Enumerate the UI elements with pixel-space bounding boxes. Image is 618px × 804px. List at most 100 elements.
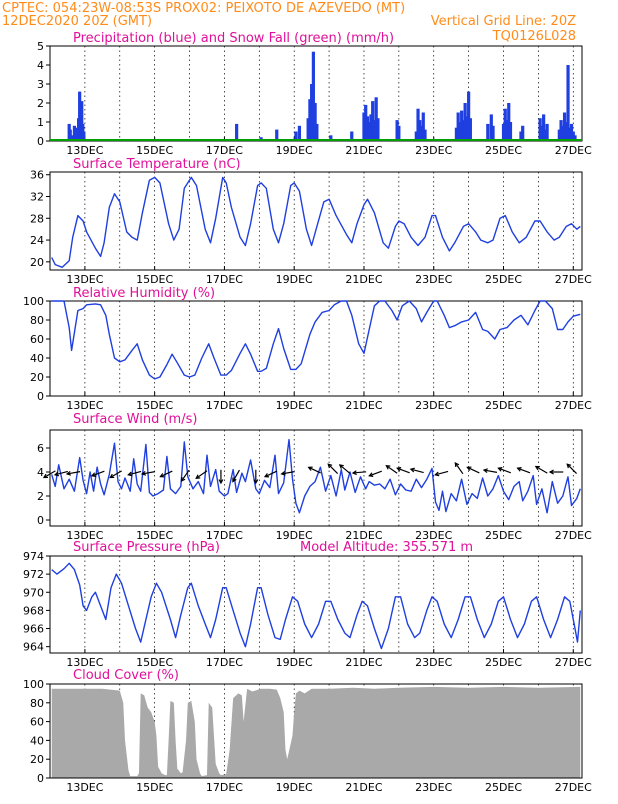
precip-bar bbox=[306, 118, 310, 141]
wind-arrow-shaft bbox=[128, 470, 142, 476]
precip-bar bbox=[465, 116, 469, 141]
wind-arrow-head bbox=[280, 470, 286, 476]
precip-bar bbox=[313, 103, 317, 141]
wind-title: Surface Wind (m/s) bbox=[73, 412, 197, 427]
pressure-xtick-label: 13DEC bbox=[66, 656, 103, 669]
rh-xtick-label: 27DEC bbox=[555, 399, 592, 412]
pressure-ytick-label: 968 bbox=[23, 604, 44, 617]
wind-arrow bbox=[53, 470, 68, 477]
cloud-xtick-label: 21DEC bbox=[345, 781, 382, 794]
wind-line bbox=[51, 438, 581, 514]
panel-temp: 20 24 28 32 36 13DEC 15DEC 17DEC 19DEC 21DEC 23DEC… bbox=[30, 157, 592, 286]
wind-arrow-shaft bbox=[410, 468, 424, 474]
wind-arrow-shaft bbox=[141, 471, 156, 475]
cloud-frame-top bbox=[49, 683, 583, 779]
precip-bar bbox=[463, 103, 467, 141]
wind-ytick-label: 0 bbox=[37, 514, 44, 527]
wind-arrow bbox=[434, 470, 449, 477]
pressure-title: Surface Pressure (hPa) bbox=[73, 540, 220, 555]
panel-wind: 0 2 4 6 13DEC 15DEC 17DEC 19DEC 21DEC 23DEC 25DEC 2… bbox=[37, 412, 592, 542]
pressure-ytick-label: 970 bbox=[23, 586, 44, 599]
wind-arrow-head bbox=[307, 466, 313, 471]
precip-bar bbox=[423, 129, 427, 141]
precip-bar bbox=[414, 131, 418, 141]
wind-ytick-label: 6 bbox=[37, 442, 44, 455]
wind-xtick-label: 19DEC bbox=[276, 529, 313, 542]
pressure-frame bbox=[49, 555, 583, 654]
pressure-xtick-label: 15DEC bbox=[136, 656, 173, 669]
wind-arrow-shaft bbox=[264, 470, 278, 478]
header-location: CPTEC: 054:23W-08:53S PROX02: PEIXOTO DE… bbox=[2, 1, 405, 16]
precip-bar bbox=[501, 123, 506, 141]
precip-bar bbox=[564, 122, 568, 141]
precip-bar bbox=[418, 120, 422, 141]
wind-arrow-shaft bbox=[454, 462, 464, 475]
wind-arrow-head bbox=[454, 461, 460, 468]
header: CPTEC: 054:23W-08:53S PROX02: PEIXOTO DE… bbox=[2, 1, 576, 44]
pressure-ytick-label: 974 bbox=[23, 550, 44, 563]
wind-arrow-head bbox=[368, 472, 374, 477]
rh-title: Relative Humidity (%) bbox=[73, 286, 215, 301]
rh-xtick-label: 15DEC bbox=[136, 399, 173, 412]
wind-arrow-head bbox=[218, 479, 224, 485]
wind-arrow bbox=[127, 470, 142, 477]
wind-xtick-label: 15DEC bbox=[136, 529, 173, 542]
precip-bar bbox=[275, 129, 279, 141]
precip-bar bbox=[562, 112, 567, 141]
temp-ytick-label: 24 bbox=[30, 234, 44, 247]
wind-arrow bbox=[327, 463, 339, 474]
cloud-ytick-label: 80 bbox=[30, 697, 44, 710]
rh-frame bbox=[49, 300, 583, 397]
temp-xtick-label: 17DEC bbox=[206, 273, 243, 286]
wind-arrow-shaft bbox=[386, 465, 398, 474]
cloud-ytick-label: 60 bbox=[30, 716, 44, 729]
temp-title: Surface Temperature (nC) bbox=[73, 157, 241, 172]
wind-arrow-shaft bbox=[397, 467, 410, 474]
wind-arrow bbox=[65, 470, 81, 476]
wind-arrow bbox=[534, 465, 548, 474]
precip-bar bbox=[374, 97, 378, 141]
pressure-line bbox=[51, 562, 581, 650]
precip-ytick-label: 2 bbox=[37, 97, 44, 110]
precip-bar bbox=[569, 123, 574, 141]
wind-arrow-shaft bbox=[327, 463, 339, 474]
wind-arrow bbox=[497, 467, 512, 474]
precip-bar bbox=[329, 135, 333, 141]
wind-ytick-label: 2 bbox=[37, 490, 44, 503]
temp-xtick-label: 19DEC bbox=[276, 273, 313, 286]
wind-arrow bbox=[218, 469, 224, 485]
panel-rh: 0 20 40 60 80 100 13DEC 15DEC 17DEC 19DEC 21DEC 23D… bbox=[23, 286, 592, 412]
wind-arrow bbox=[351, 470, 367, 476]
rh-line bbox=[51, 300, 581, 380]
precip-bar bbox=[397, 125, 401, 141]
precip-ytick-label: 5 bbox=[37, 40, 44, 53]
wind-arrow-head bbox=[65, 470, 72, 476]
wind-arrow bbox=[253, 469, 259, 485]
precip-bar bbox=[521, 125, 525, 141]
rh-ytick-label: 0 bbox=[37, 390, 44, 403]
precip-bar bbox=[365, 116, 370, 141]
wind-arrow-shaft bbox=[369, 470, 382, 477]
pressure-xtick-label: 21DEC bbox=[345, 656, 382, 669]
precip-bar bbox=[489, 114, 493, 141]
wind-arrow bbox=[180, 469, 190, 483]
temp-ytick-label: 32 bbox=[30, 191, 44, 204]
temp-ytick-label: 36 bbox=[30, 169, 44, 182]
rh-ytick-label: 40 bbox=[30, 352, 44, 365]
temp-xtick-label: 25DEC bbox=[485, 273, 522, 286]
wind-arrow-shaft bbox=[483, 469, 498, 473]
wind-xtick-label: 17DEC bbox=[206, 529, 243, 542]
wind-arrow-head bbox=[534, 465, 540, 471]
wind-arrow-head bbox=[396, 467, 402, 472]
pressure-xtick-label: 27DEC bbox=[555, 656, 592, 669]
wind-arrow-head bbox=[109, 473, 115, 479]
precip-xtick-label: 27DEC bbox=[555, 144, 592, 157]
wind-arrow bbox=[396, 467, 410, 474]
cloud-xtick-label: 27DEC bbox=[555, 781, 592, 794]
precip-bar bbox=[367, 122, 371, 141]
wind-arrow bbox=[90, 470, 105, 477]
rh-ytick-label: 20 bbox=[30, 371, 44, 384]
wind-arrow-head bbox=[434, 471, 440, 477]
wind-arrow-head bbox=[351, 470, 357, 476]
header-model-id: TQ0126L028 bbox=[492, 29, 576, 44]
